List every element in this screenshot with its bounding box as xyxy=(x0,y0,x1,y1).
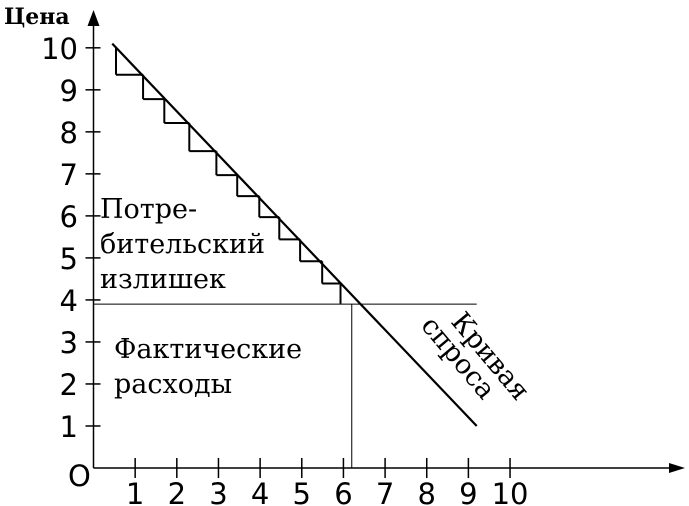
y-axis-label: Цена xyxy=(4,4,70,30)
y-tick-label: 4 xyxy=(60,284,78,318)
y-tick-label: 5 xyxy=(60,242,78,276)
x-tick-label: 9 xyxy=(459,477,477,506)
x-arrow xyxy=(669,463,685,473)
y-arrow xyxy=(87,10,100,26)
x-tick-label: 2 xyxy=(168,477,186,506)
x-tick-label: 6 xyxy=(334,477,352,506)
y-tick-label: 3 xyxy=(60,326,78,360)
spending-label: расходы xyxy=(114,369,232,400)
x-tick-label: 5 xyxy=(293,477,311,506)
surplus-label: излишек xyxy=(100,264,226,295)
surplus-label: Потре- xyxy=(100,194,197,225)
x-tick-label: 7 xyxy=(376,477,394,506)
x-tick-label: 3 xyxy=(209,477,227,506)
x-tick-label: 1 xyxy=(126,477,144,506)
y-tick-label: 8 xyxy=(60,116,78,150)
surplus-label: бительский xyxy=(100,229,265,260)
spending-label: Фактические xyxy=(114,334,302,365)
y-tick-label: 2 xyxy=(60,368,78,402)
x-tick-label: 8 xyxy=(418,477,436,506)
origin-label: O xyxy=(68,459,91,493)
y-tick-label: 9 xyxy=(60,74,78,108)
y-tick-label: 1 xyxy=(60,410,78,444)
x-tick-label: 4 xyxy=(251,477,269,506)
x-tick-label: 10 xyxy=(492,477,529,506)
y-tick-label: 6 xyxy=(60,200,78,234)
y-tick-label: 7 xyxy=(60,158,78,192)
y-tick-label: 10 xyxy=(41,32,78,66)
demand-line xyxy=(111,42,478,427)
